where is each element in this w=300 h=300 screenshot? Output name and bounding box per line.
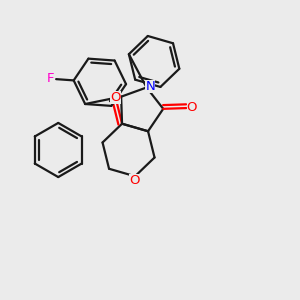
Text: F: F (47, 72, 54, 85)
Text: O: O (110, 91, 121, 104)
Text: N: N (146, 80, 155, 93)
Text: O: O (129, 174, 140, 188)
Text: O: O (187, 101, 197, 114)
